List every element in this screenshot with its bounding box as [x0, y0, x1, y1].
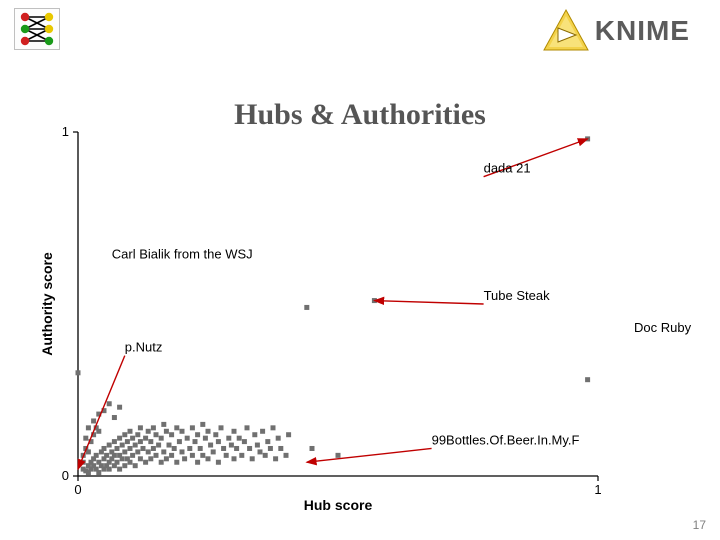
- annotation-label: Tube Steak: [484, 288, 551, 303]
- svg-text:0: 0: [62, 468, 69, 483]
- scatter-chart-svg: 0 1 0 1 Hub score Authority score dada 21 Carl …: [38, 124, 613, 512]
- annotation-label: 99Bottles.Of.Beer.In.My.F: [432, 432, 580, 447]
- app-logo-left: [14, 8, 60, 50]
- scatter-chart: 0 1 0 1 Hub score Authority score dada 21 Carl …: [38, 124, 613, 512]
- svg-text:Hub score: Hub score: [304, 497, 373, 512]
- annotation-label: dada 21: [484, 161, 531, 176]
- annotation-label: Doc Ruby: [634, 320, 691, 335]
- annotation-label: p.Nutz: [125, 340, 163, 355]
- brand-text: KNIME: [595, 15, 690, 47]
- svg-text:0: 0: [74, 482, 81, 497]
- svg-text:1: 1: [594, 482, 601, 497]
- annotation-label: Carl Bialik from the WSJ: [112, 247, 253, 262]
- svg-text:Authority score: Authority score: [39, 252, 55, 356]
- network-icon: [15, 9, 59, 49]
- knime-triangle-icon: [541, 7, 591, 55]
- svg-text:1: 1: [62, 124, 69, 139]
- page-number: 17: [693, 518, 706, 532]
- brand-logo-right: KNIME: [541, 6, 690, 56]
